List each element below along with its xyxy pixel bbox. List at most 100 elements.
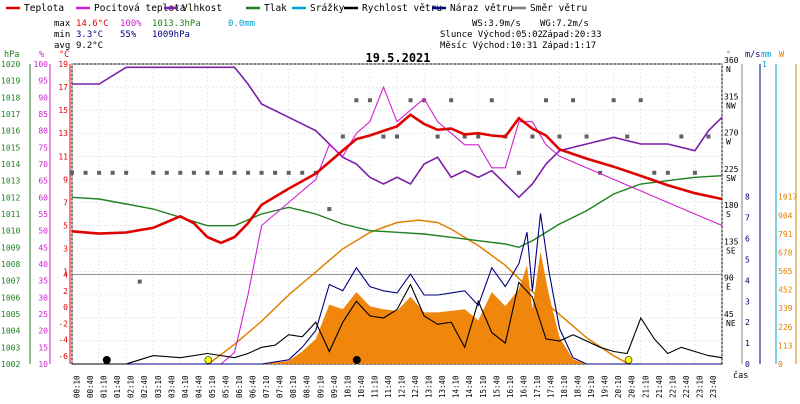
x-tick-label: 03:10 <box>154 375 163 398</box>
wind-direction-point <box>259 170 264 175</box>
c-tick-label: 11 <box>58 152 68 161</box>
stat-min-temp: 3.3°C <box>76 30 103 40</box>
unit-w: W <box>779 50 785 60</box>
wind-direction-point <box>367 98 372 103</box>
legend-label: Směr větru <box>530 3 587 14</box>
w-tick-label: 904 <box>778 211 793 220</box>
x-tick-label: 22:10 <box>668 375 677 398</box>
solar-area <box>72 251 722 364</box>
ms-tick-label: 2 <box>745 318 750 327</box>
hpa-tick-label: 1007 <box>1 277 20 286</box>
wind-direction-point <box>110 170 115 175</box>
dir-tick-deg: 45 <box>724 310 734 319</box>
w-tick-label: 226 <box>778 323 793 332</box>
legend-label: Tlak <box>264 3 287 14</box>
hpa-tick-label: 1020 <box>1 60 20 69</box>
wind-direction-point <box>83 170 88 175</box>
stats-block: max 14.6°C 100% 1013.3hPa 0.0mm min 3.3°… <box>54 19 255 51</box>
wind-direction-point <box>340 134 345 139</box>
hpa-tick-label: 1017 <box>1 110 20 119</box>
ms-tick-label: 6 <box>745 235 750 244</box>
wind-direction-point <box>449 98 454 103</box>
stat-max-rain: 0.0mm <box>228 19 255 29</box>
ms-tick-label: 8 <box>745 193 750 202</box>
pct-tick-label: 45 <box>38 243 48 252</box>
hpa-tick-label: 1005 <box>1 310 20 319</box>
w-tick-label: 678 <box>778 248 793 257</box>
pct-tick-label: 100 <box>34 60 49 69</box>
c-tick-label: 19 <box>58 60 68 69</box>
unit-pct: % <box>39 50 44 60</box>
c-lower-tick-label: -6 <box>58 352 68 361</box>
x-tick-label: 06:40 <box>249 375 258 398</box>
hpa-tick-label: 1008 <box>1 260 20 269</box>
legend-label: Vlhkost <box>182 3 222 14</box>
x-tick-label: 03:40 <box>167 375 176 398</box>
wind-direction-point <box>124 170 129 175</box>
legend-label: Rychlost větru <box>362 3 442 14</box>
stat-avg-temp: 9.2°C <box>76 41 103 51</box>
hpa-tick-label: 1019 <box>1 77 20 86</box>
dir-tick-deg: 315 <box>724 92 739 101</box>
ms-tick-label: 1 <box>745 339 750 348</box>
pct-tick-label: 25 <box>38 310 48 319</box>
pct-tick-label: 85 <box>38 110 48 119</box>
info-moon-set: Západ:1:17 <box>542 41 596 51</box>
x-tick-label: 02:10 <box>127 375 136 398</box>
stat-min-label: min <box>54 30 70 40</box>
wind-direction-point <box>516 170 521 175</box>
x-tick-label: 19:10 <box>587 375 596 398</box>
w-tick-label: 452 <box>778 286 793 295</box>
wind-direction-point <box>70 170 74 175</box>
pct-tick-label: 75 <box>38 143 48 152</box>
dir-tick-deg: 360 <box>724 56 739 65</box>
hpa-tick-label: 1012 <box>1 193 20 202</box>
x-tick-label: 12:10 <box>398 375 407 398</box>
left-axes: 1020101910181017101610151014101310121011… <box>1 60 71 369</box>
wind-direction-point <box>435 134 440 139</box>
unit-hpa: hPa <box>4 50 19 60</box>
hpa-tick-label: 1009 <box>1 243 20 252</box>
wind-direction-point <box>584 134 589 139</box>
pct-tick-label: 50 <box>38 227 48 236</box>
x-tick-label: 21:40 <box>655 375 664 398</box>
wind-direction-point <box>327 207 332 212</box>
wind-direction-point <box>97 170 102 175</box>
hpa-tick-label: 1002 <box>1 360 20 369</box>
wind-direction-point <box>246 170 251 175</box>
wind-direction-point <box>638 98 643 103</box>
legend-label: Náraz větru <box>450 3 513 14</box>
x-tick-label: 18:10 <box>560 375 569 398</box>
dir-tick-name: SW <box>726 174 736 183</box>
temperature-line <box>71 113 723 245</box>
legend-label: Srážky <box>310 3 345 14</box>
x-tick-label: 11:40 <box>384 375 393 398</box>
chart-title: 19.5.2021 <box>365 51 430 65</box>
x-tick-label: 23:10 <box>695 375 704 398</box>
w-tick-label: 791 <box>778 230 793 239</box>
hpa-tick-label: 1004 <box>1 327 20 336</box>
x-tick-label: 11:10 <box>370 375 379 398</box>
wind-direction-point <box>706 134 711 139</box>
unit-ms: m/s <box>745 50 760 60</box>
wind-direction-point <box>300 170 305 175</box>
dir-tick-name: E <box>726 283 731 292</box>
wind-direction-point <box>273 170 278 175</box>
sun-arc-line <box>208 219 629 365</box>
c-lower-tick-label: -4 <box>58 336 68 345</box>
wind-direction-point <box>543 98 548 103</box>
pct-tick-label: 95 <box>38 77 48 86</box>
wind-direction-point <box>679 134 684 139</box>
x-axis-label: čas <box>733 370 748 381</box>
c-tick-label: 5 <box>63 222 68 231</box>
wind-direction-point <box>692 170 697 175</box>
x-tick-label: 10:10 <box>343 375 352 398</box>
stat-max-press: 1013.3hPa <box>152 19 201 29</box>
wind-direction-point <box>286 170 291 175</box>
dir-tick-name: W <box>726 138 731 147</box>
wind-gust-line <box>72 213 722 365</box>
legend-label: Teplota <box>24 3 64 14</box>
x-tick-label: 09:40 <box>330 375 339 398</box>
dir-tick-deg: 180 <box>724 201 739 210</box>
